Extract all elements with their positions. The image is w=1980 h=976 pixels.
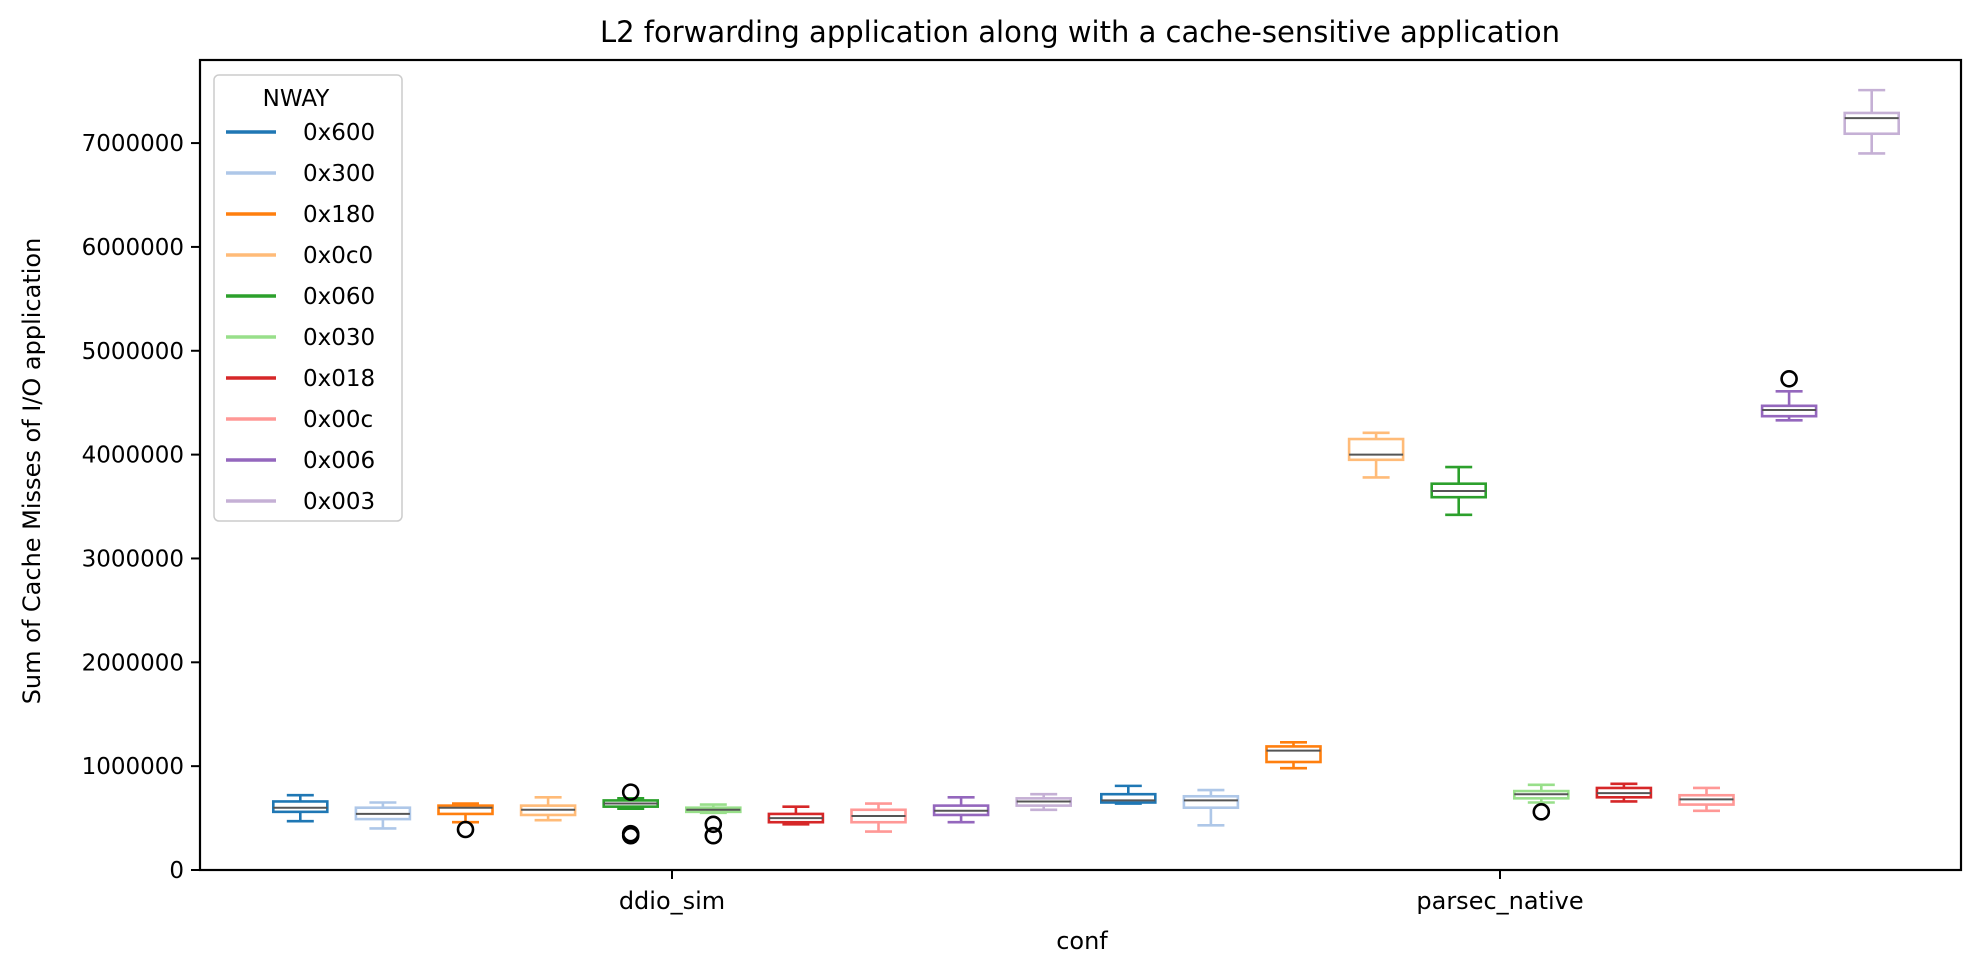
outlier-point bbox=[621, 826, 640, 845]
box-0x0c0-parsec_native bbox=[1347, 431, 1405, 479]
legend-label: 0x600 bbox=[303, 120, 375, 146]
box-0x00c-ddio_sim bbox=[850, 802, 907, 833]
box-body bbox=[1347, 437, 1405, 462]
y-tick-label: 0 bbox=[169, 858, 184, 884]
box-body bbox=[271, 800, 329, 814]
chart-title: L2 forwarding application along with a c… bbox=[600, 15, 1560, 49]
box-0x180-parsec_native bbox=[1265, 740, 1322, 770]
box-0x003-ddio_sim bbox=[1015, 792, 1073, 812]
x-tick-label: parsec_native bbox=[1416, 887, 1583, 915]
legend-label: 0x180 bbox=[303, 202, 375, 228]
box-body bbox=[1843, 111, 1900, 136]
box-0x0c0-ddio_sim bbox=[519, 796, 577, 822]
box-body bbox=[1100, 792, 1157, 804]
y-tick-label: 6000000 bbox=[82, 235, 184, 261]
plot-area: 0 1000000 2000000 3000000 4000000 5000000 6000… bbox=[82, 58, 1963, 915]
y-tick-label: 2000000 bbox=[82, 650, 184, 676]
box-0x030-parsec_native bbox=[1513, 783, 1570, 821]
box-0x006-parsec_native bbox=[1760, 370, 1818, 422]
legend-label: 0x003 bbox=[303, 489, 375, 515]
y-tick-label: 3000000 bbox=[82, 546, 184, 572]
legend-label: 0x030 bbox=[303, 325, 375, 351]
legend-item-0x018: 0x018 bbox=[226, 366, 375, 392]
x-axis-label: conf bbox=[1056, 927, 1108, 955]
legend-item-0x060: 0x060 bbox=[226, 284, 375, 310]
legend-label: 0x006 bbox=[303, 448, 375, 474]
legend-label: 0x00c bbox=[303, 407, 373, 433]
legend: NWAY 0x600 0x300 0x180 0x0c0 0x060 0x030 0x018 0… bbox=[213, 74, 403, 522]
box-body bbox=[1760, 404, 1818, 418]
legend-item-0x030: 0x030 bbox=[226, 325, 375, 351]
x-tick-label: ddio_sim bbox=[619, 887, 725, 915]
legend-item-0x003: 0x003 bbox=[226, 489, 375, 515]
legend-item-0x006: 0x006 bbox=[226, 448, 375, 474]
y-tick-label: 4000000 bbox=[82, 443, 184, 469]
y-tick-label: 7000000 bbox=[82, 131, 184, 157]
legend-item-0x0c0: 0x0c0 bbox=[226, 243, 373, 269]
box-0x300-ddio_sim bbox=[354, 801, 412, 830]
legend-item-0x00c: 0x00c bbox=[226, 407, 373, 433]
y-axis-label: Sum of Cache Misses of I/O application bbox=[18, 238, 46, 705]
outlier-point bbox=[621, 783, 640, 801]
legend-label: 0x018 bbox=[303, 366, 375, 392]
box-body bbox=[437, 804, 494, 816]
box-0x018-parsec_native bbox=[1595, 782, 1653, 803]
box-0x060-parsec_native bbox=[1430, 465, 1487, 517]
y-tick-label: 5000000 bbox=[82, 339, 184, 365]
legend-frame bbox=[213, 74, 403, 522]
box-0x006-ddio_sim bbox=[932, 796, 990, 824]
legend-item-0x600: 0x600 bbox=[226, 120, 375, 146]
box-0x180-ddio_sim bbox=[437, 802, 494, 839]
outlier-point bbox=[704, 815, 723, 834]
legend-label: 0x300 bbox=[303, 161, 375, 187]
box-body bbox=[1182, 794, 1240, 809]
outlier-point bbox=[704, 826, 723, 845]
legend-label: 0x0c0 bbox=[303, 243, 373, 269]
outlier-point bbox=[1780, 370, 1798, 388]
legend-item-0x300: 0x300 bbox=[226, 161, 375, 187]
legend-title: NWAY bbox=[263, 86, 331, 112]
box-0x00c-parsec_native bbox=[1678, 786, 1735, 813]
plot-frame bbox=[198, 58, 1963, 872]
legend-item-0x180: 0x180 bbox=[226, 202, 375, 228]
box-0x600-parsec_native bbox=[1100, 784, 1157, 805]
box-0x018-ddio_sim bbox=[767, 805, 825, 826]
legend-label: 0x060 bbox=[303, 284, 375, 310]
outlier-point bbox=[456, 820, 475, 839]
box-0x060-ddio_sim bbox=[602, 783, 660, 845]
box-0x003-parsec_native bbox=[1843, 88, 1900, 155]
outlier-point bbox=[1532, 803, 1551, 821]
box-0x600-ddio_sim bbox=[271, 793, 329, 823]
box-body bbox=[1265, 745, 1322, 764]
y-tick-label: 1000000 bbox=[82, 754, 184, 780]
box-0x030-ddio_sim bbox=[684, 803, 742, 845]
box-0x300-parsec_native bbox=[1182, 788, 1240, 827]
